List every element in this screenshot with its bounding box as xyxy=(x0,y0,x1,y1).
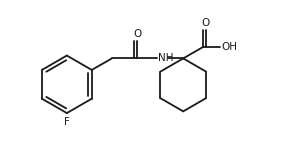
Text: O: O xyxy=(133,29,141,39)
Text: O: O xyxy=(201,18,210,28)
Text: NH: NH xyxy=(158,53,174,63)
Text: F: F xyxy=(64,117,70,127)
Text: OH: OH xyxy=(221,42,237,52)
